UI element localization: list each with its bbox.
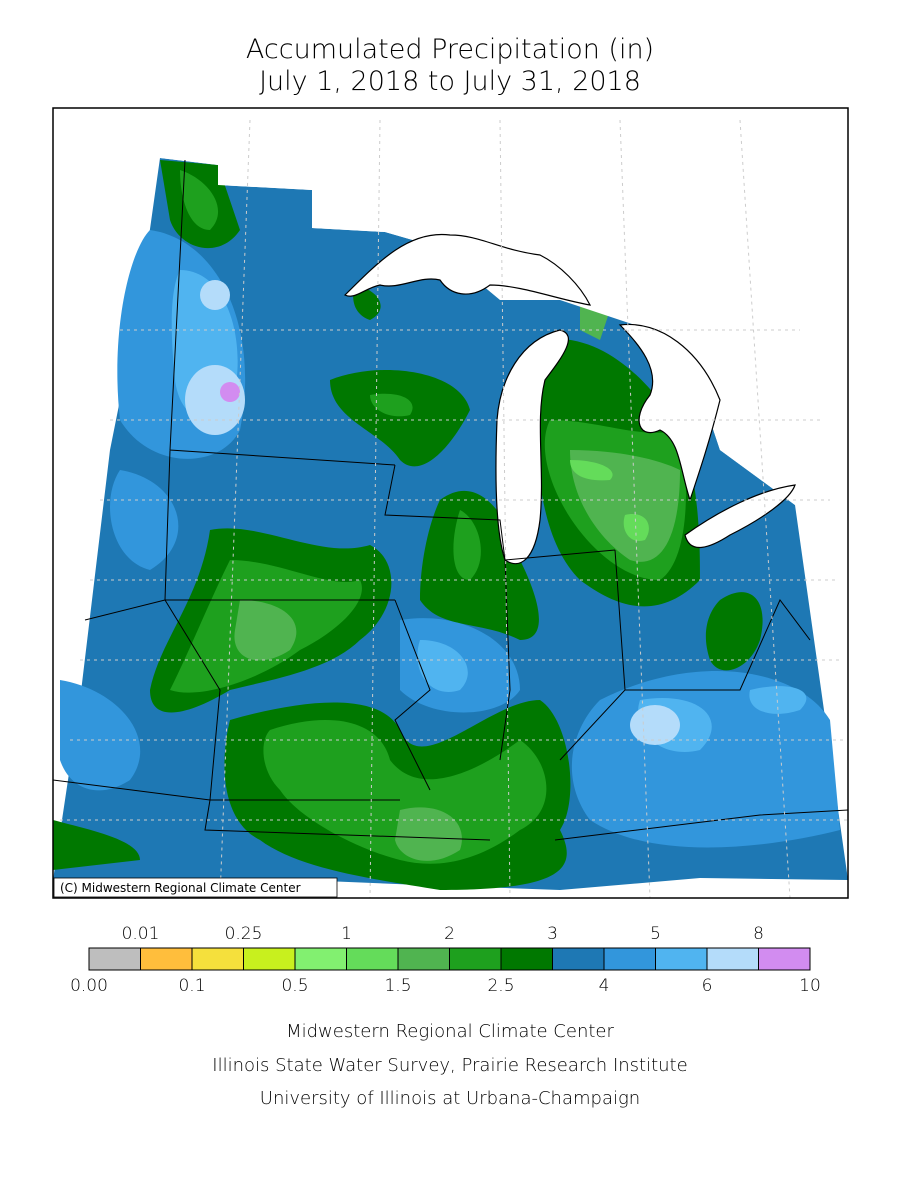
footer-line: Illinois State Water Survey, Prairie Res… (212, 1055, 687, 1076)
legend-swatch (449, 947, 502, 971)
legend-label: 1.5 (384, 976, 411, 996)
legend-swatch (758, 947, 811, 971)
borders (53, 159, 848, 841)
legend-label: 3 (547, 924, 558, 944)
legend-swatch (140, 947, 193, 971)
purple-zone (220, 382, 240, 402)
lake-michigan (495, 329, 569, 565)
legend-swatch (397, 947, 450, 971)
legend-label: 2 (444, 924, 455, 944)
map-frame (52, 107, 849, 899)
legend-label: 6 (702, 976, 713, 996)
lake-superior (343, 233, 592, 306)
legend-label: 0.01 (122, 924, 160, 944)
lake-huron (618, 323, 721, 502)
blue-zone (60, 230, 840, 848)
legend-swatch (294, 947, 347, 971)
grid (60, 119, 848, 898)
legend-label: 2.5 (487, 976, 514, 996)
legend-swatch (655, 947, 708, 971)
legend-label: 5 (650, 924, 661, 944)
footer-line: Midwestern Regional Climate Center (286, 1021, 614, 1042)
no-data (53, 108, 848, 505)
legend-swatch (191, 947, 244, 971)
very-light-zone (630, 705, 680, 745)
legend: 0.00 0.01 0.1 0.25 0.5 1 1.5 2 2.5 3 4 5 6 8 10 (70, 924, 821, 996)
legend-swatch (603, 947, 656, 971)
legend-label: 0.25 (225, 924, 263, 944)
title: Accumulated Precipitation (in) (246, 34, 654, 65)
legend-label: 0.1 (178, 976, 205, 996)
footer-line: University of Illinois at Urbana-Champai… (260, 1088, 640, 1109)
lake-erie (684, 484, 796, 549)
subtitle: July 1, 2018 to July 31, 2018 (259, 66, 641, 97)
legend-label: 8 (753, 924, 764, 944)
legend-label: 1 (341, 924, 352, 944)
credit: (C) Midwestern Regional Climate Center (60, 881, 301, 895)
legend-label: 10 (799, 976, 821, 996)
map: (C) Midwestern Regional Climate Center (52, 107, 849, 899)
legend-swatch (243, 947, 296, 971)
credit-box (53, 877, 338, 898)
legend-label: 0.5 (281, 976, 308, 996)
legend-label: 4 (599, 976, 610, 996)
very-light-zone (200, 280, 230, 310)
green-zone (170, 170, 686, 864)
legend-label: 0.00 (70, 976, 108, 996)
green-zone (570, 460, 649, 541)
legend-swatch (346, 947, 399, 971)
legend-swatch (706, 947, 759, 971)
legend-swatch (500, 947, 553, 971)
legend-swatch (552, 947, 605, 971)
legend-swatch (88, 947, 141, 971)
